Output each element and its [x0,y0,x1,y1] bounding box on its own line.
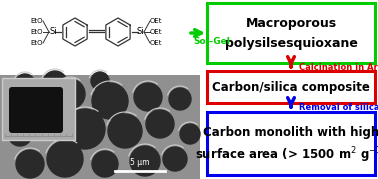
Bar [2,78,75,140]
Circle shape [130,146,160,176]
Text: polysilsesquioxane: polysilsesquioxane [225,37,358,50]
Text: Macroporous: Macroporous [245,18,336,30]
Circle shape [55,79,85,109]
Bar [207,3,375,63]
Bar [207,71,375,103]
Circle shape [92,151,118,177]
Text: Calcination in Ar: Calcination in Ar [299,62,378,71]
Circle shape [34,108,66,140]
Text: OEt: OEt [150,18,162,24]
Circle shape [91,72,109,90]
Text: surface area (> 1500 m$^2$ g$^{-1}$): surface area (> 1500 m$^2$ g$^{-1}$) [195,145,378,165]
Text: Removal of silica: Removal of silica [299,103,378,112]
Bar [207,112,375,175]
Circle shape [16,150,44,178]
Text: EtO: EtO [31,40,43,46]
Circle shape [169,88,191,110]
Circle shape [163,147,187,171]
Circle shape [180,124,200,144]
Text: EtO: EtO [31,18,43,24]
Bar [0,75,200,179]
Text: Carbon monolith with high: Carbon monolith with high [203,126,378,139]
FancyBboxPatch shape [9,87,63,133]
Circle shape [134,83,162,111]
Circle shape [108,114,142,148]
Text: EtO: EtO [31,29,43,35]
Circle shape [15,74,35,94]
Text: Carbon/silica composite: Carbon/silica composite [212,81,370,93]
Text: Sol–Gel: Sol–Gel [193,37,230,46]
Text: Si: Si [136,28,144,37]
Text: OEt: OEt [150,40,162,46]
Circle shape [22,86,48,112]
Circle shape [8,122,32,146]
Text: 5 μm: 5 μm [130,158,150,167]
Bar [0,75,200,179]
Text: OEt: OEt [150,29,162,35]
Circle shape [92,83,128,119]
Circle shape [43,71,67,95]
Circle shape [146,110,174,138]
Text: Si: Si [49,28,57,37]
Circle shape [47,141,83,177]
Circle shape [65,109,105,149]
